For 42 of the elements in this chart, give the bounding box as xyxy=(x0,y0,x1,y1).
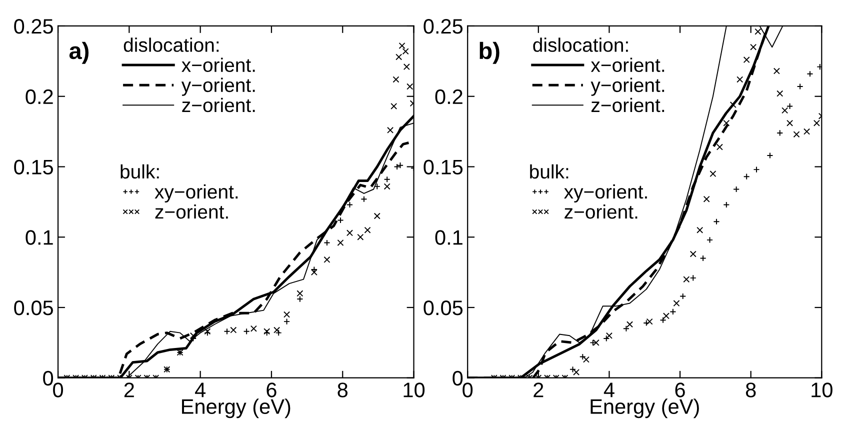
y-tick-label: 0.25 xyxy=(424,18,463,34)
x-tick-label: 8 xyxy=(338,382,348,398)
text: dislocation: xyxy=(124,38,219,52)
legend-label: z−orient. xyxy=(591,98,664,112)
x-tick-label: 2 xyxy=(534,382,544,398)
x-tick-label: 4 xyxy=(604,382,614,398)
x-axis-title: Energy (eV) xyxy=(182,398,290,418)
x-axis-title: Energy (eV) xyxy=(590,398,699,418)
text: bulk: xyxy=(120,164,159,179)
x-tick-label: 10 xyxy=(812,382,832,398)
x-tick-label: 8 xyxy=(746,382,756,398)
x-tick-label: 2 xyxy=(124,382,134,398)
annotation: a) xyxy=(69,42,89,64)
y-tick-label: 0.15 xyxy=(14,160,53,174)
legend-label: z−orient. xyxy=(182,98,255,112)
x-tick-label: 6 xyxy=(675,382,685,398)
text: bulk: xyxy=(530,164,568,179)
x-tick-label: 10 xyxy=(404,382,425,398)
y-tick-label: 0.1 xyxy=(435,230,462,245)
legend-label: xy−orient. xyxy=(154,184,238,203)
legend-label: y−orient. xyxy=(590,78,664,96)
legend-label: z−orient. xyxy=(155,204,228,219)
y-tick-label: 0.25 xyxy=(14,18,53,34)
y-tick-label: 0.1 xyxy=(26,230,53,245)
text: dislocation: xyxy=(533,38,628,52)
y-tick-label: 0.15 xyxy=(424,160,463,174)
y-tick-label: 0.2 xyxy=(435,89,462,104)
y-tick-label: 0 xyxy=(452,370,463,386)
y-tick-label: 0.05 xyxy=(424,300,463,316)
legend-label: x−orient. xyxy=(182,58,255,72)
x-tick-label: 0 xyxy=(53,382,64,398)
x-tick-label: 0 xyxy=(462,382,473,398)
x-tick-label: 4 xyxy=(195,382,206,398)
legend-label: x−orient. xyxy=(590,58,664,72)
x-tick-label: 6 xyxy=(266,382,276,398)
legend-label: y−orient. xyxy=(181,78,255,96)
y-tick-label: 0.2 xyxy=(26,89,53,104)
y-tick-label: 0 xyxy=(43,370,54,386)
annotation: b) xyxy=(480,42,500,64)
y-tick-label: 0.05 xyxy=(14,300,53,316)
legend-label: xy−orient. xyxy=(564,184,647,203)
legend-label: z−orient. xyxy=(564,204,638,219)
